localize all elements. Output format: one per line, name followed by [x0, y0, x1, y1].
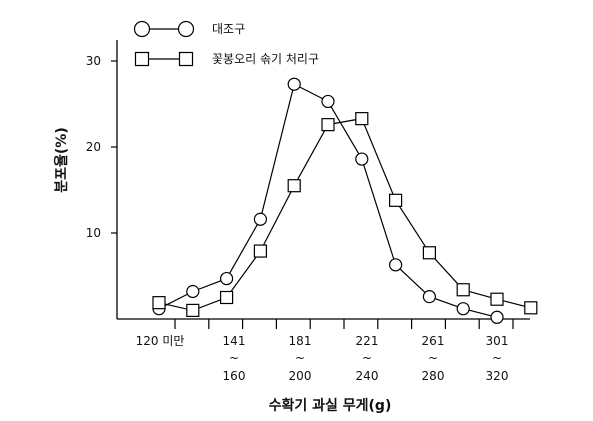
- legend-label-control: 대조구: [212, 22, 245, 36]
- axes: 10 20 30 120 미만 141 ~160 181 ~200 221 ~240 261 ~280…: [86, 40, 530, 383]
- x-tick-label-end: 280: [422, 369, 445, 383]
- x-tick-label: 261: [422, 334, 445, 348]
- x-tick-label-tilde: ~: [428, 351, 438, 365]
- series-line-treatment: [158, 117, 531, 312]
- data-point-circle: [490, 310, 504, 324]
- x-tick-label: 120 미만: [136, 334, 185, 348]
- x-tick-label-end: 240: [356, 369, 379, 383]
- data-point-square: [524, 301, 538, 315]
- legend: 대조구 꽃봉오리 솎기 처리구: [133, 20, 319, 67]
- x-tick-label: 301: [486, 334, 509, 348]
- x-tick-label: 221: [356, 334, 379, 348]
- data-point-circle: [355, 152, 369, 166]
- data-point-circle: [422, 290, 436, 304]
- x-tick-label-tilde: ~: [295, 351, 305, 365]
- x-tick-label: 181: [289, 334, 312, 348]
- legend-label-treatment: 꽃봉오리 솎기 처리구: [212, 52, 319, 66]
- data-point-square: [422, 246, 436, 260]
- legend-marker-circle-right: [177, 20, 195, 38]
- legend-marker-square-right: [178, 51, 194, 67]
- series-layer: [152, 77, 538, 324]
- data-point-square: [321, 118, 335, 132]
- y-tick-label: 20: [86, 140, 101, 154]
- x-tick-label-end: 320: [486, 369, 509, 383]
- x-tick-label-tilde: ~: [362, 351, 372, 365]
- data-point-square: [490, 292, 504, 306]
- x-tick-label-end: 200: [289, 369, 312, 383]
- data-point-circle: [321, 94, 335, 109]
- y-axis-title: 분포율(%): [53, 127, 70, 192]
- x-axis-title: 수확기 과실 무게(g): [269, 397, 392, 414]
- y-tick-label: 30: [86, 54, 101, 68]
- x-tick-label: 141: [223, 334, 246, 348]
- data-point-circle: [287, 77, 301, 91]
- y-tick-label: 10: [86, 226, 101, 240]
- x-tick-label-tilde: ~: [492, 351, 502, 365]
- x-tick-label-end: 160: [223, 369, 246, 383]
- data-point-circle: [220, 271, 234, 286]
- data-point-square: [152, 296, 166, 310]
- data-point-square: [220, 290, 234, 305]
- legend-marker-circle-left: [133, 20, 151, 38]
- data-point-square: [355, 112, 369, 126]
- data-point-circle: [389, 258, 403, 272]
- x-tick-label-tilde: ~: [229, 351, 239, 365]
- data-point-square: [389, 193, 403, 207]
- data-point-circle: [253, 212, 267, 226]
- data-point-square: [456, 283, 470, 297]
- data-point-square: [186, 303, 200, 317]
- legend-marker-square-left: [134, 51, 150, 67]
- data-point-circle: [186, 284, 200, 299]
- data-point-square: [253, 244, 267, 258]
- data-point-circle: [456, 302, 470, 316]
- data-point-square: [287, 179, 301, 193]
